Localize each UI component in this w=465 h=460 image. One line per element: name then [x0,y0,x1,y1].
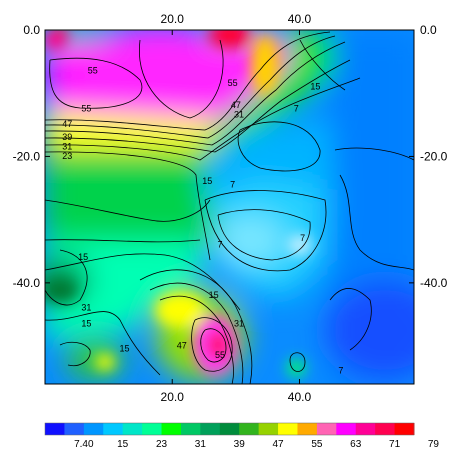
contour-label: 15 [78,252,88,262]
colorbar-swatch [239,423,260,435]
colorbar-swatch [180,423,201,435]
x-tick-label-top: 40.0 [288,12,312,26]
contour-label: 15 [81,318,91,328]
contour-label: 31 [234,110,244,120]
contour-label: 55 [228,78,238,88]
contour-label: 31 [62,141,72,151]
contour-label: 55 [81,103,91,113]
x-tick-label-bottom: 20.0 [161,390,185,404]
colorbar-swatch [64,423,85,435]
y-tick-label-left: -40.0 [13,276,41,290]
colorbar-swatch [122,423,143,435]
contour-label: 7 [338,366,343,376]
contour-label: 15 [209,290,219,300]
colorbar-swatch [161,423,182,435]
colorbar: 7.40 15 23 31 39 47 55 63 71 79 [44,422,440,450]
y-tick-label-left: -20.0 [13,149,41,163]
colorbar-label: 79 [428,439,440,450]
colorbar-label: 63 [350,439,362,450]
axes: 20.0 20.0 40.0 40.0 0.0 0.0 -20.0 -20.0 -40.0 -40… [13,12,448,404]
colorbar-swatch [375,423,396,435]
colorbar-label: 55 [311,439,323,450]
contour-label: 55 [88,65,98,75]
colorbar-swatch [394,423,415,435]
colorbar-swatch [355,423,376,435]
colorbar-label: 71 [389,439,401,450]
colorbar-swatch [103,423,124,435]
contour-label: 15 [202,176,212,186]
contour-label: 55 [215,350,225,360]
colorbar-label: 7.40 [74,439,94,450]
colorbar-swatch [297,423,318,435]
colorbar-swatch [316,423,337,435]
contour-label: 47 [231,100,241,110]
colorbar-swatch [45,423,65,435]
contour-label: 31 [81,303,91,313]
x-tick-label-top: 20.0 [161,12,185,26]
contour-label: 7 [294,103,299,113]
contour-label: 7 [217,239,222,249]
contour-label: 39 [62,132,72,142]
y-tick-label-left: 0.0 [23,23,40,37]
colorbar-swatch [219,423,240,435]
colorbar-frame [44,422,415,436]
contour-label: 7 [300,233,305,243]
heatmap-field [45,30,414,384]
contour-label: 31 [234,318,244,328]
colorbar-swatch [200,423,221,435]
x-tick-label-bottom: 40.0 [288,390,312,404]
contour-label: 47 [177,340,187,350]
y-tick-label-right: -40.0 [420,276,448,290]
colorbar-label: 15 [117,439,129,450]
colorbar-swatch [83,423,104,435]
colorbar-swatch [142,423,163,435]
contour-label: 47 [62,119,72,129]
contour-label: 15 [120,344,130,354]
contour-label: 7 [230,179,235,189]
contour-label: 15 [310,81,320,91]
colorbar-label: 23 [156,439,168,450]
plot-frame [44,29,415,385]
y-tick-label-right: -20.0 [420,149,448,163]
colorbar-swatch [336,423,357,435]
colorbar-swatch [258,423,279,435]
colorbar-label: 31 [195,439,207,450]
colorbar-label: 47 [272,439,284,450]
contour-label: 23 [62,151,72,161]
colorbar-swatch [278,423,298,435]
y-tick-label-right: 0.0 [420,23,437,37]
colorbar-label: 39 [234,439,246,450]
contour-lines [45,31,414,384]
